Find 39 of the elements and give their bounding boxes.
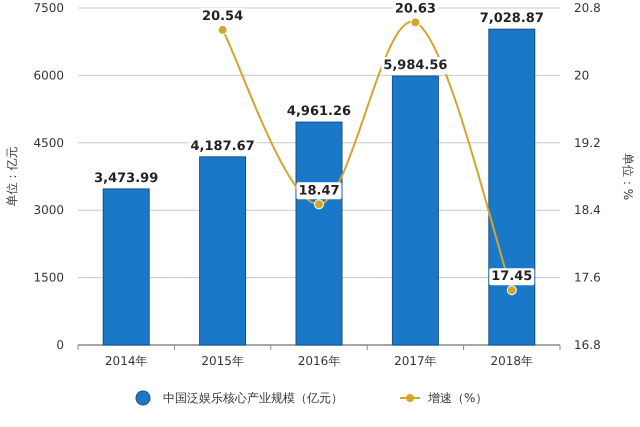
data-label: 18.47 <box>298 183 340 198</box>
y-axis-title: 单位：亿元 <box>5 146 19 206</box>
x-tick-label: 2014年 <box>104 354 148 368</box>
point <box>410 17 420 28</box>
y2-tick-label: 17.6 <box>574 270 601 285</box>
y2-axis-title: 单位：% <box>621 152 635 200</box>
legend-label: 中国泛娱乐核心产业规模（亿元） <box>163 391 343 405</box>
bar <box>392 76 439 346</box>
y2-tick-label: 16.8 <box>574 338 601 352</box>
point <box>218 24 228 35</box>
bar <box>102 188 150 346</box>
data-label: 4,187.67 <box>190 138 255 154</box>
x-tick-label: 2017年 <box>394 354 437 368</box>
x-tick-label: 2016年 <box>298 354 340 368</box>
y2-tick-label: 18.4 <box>574 203 601 218</box>
y2-tick-label: 20 <box>574 68 590 82</box>
data-label: 3,473.99 <box>94 170 158 186</box>
data-label: 20.54 <box>202 8 244 24</box>
y2-tick-label: 19.2 <box>574 136 601 150</box>
y-tick-label: 4500 <box>33 136 64 150</box>
data-label: 17.45 <box>491 269 532 284</box>
data-label: 5,984.56 <box>383 58 448 74</box>
data-label: 4,961.26 <box>286 104 352 120</box>
data-label: 7,028.87 <box>480 11 544 26</box>
x-tick-label: 2018年 <box>490 354 534 368</box>
legend-label: 增速（%） <box>427 391 488 405</box>
bar <box>296 122 342 346</box>
y2-tick-label: 20.8 <box>574 1 601 15</box>
y-tick-label: 3000 <box>33 203 64 218</box>
data-label: 20.63 <box>394 1 436 16</box>
y-tick-label: 6000 <box>33 68 64 82</box>
y-tick-label: 0 <box>56 338 64 352</box>
x-tick-label: 2015年 <box>201 354 244 368</box>
y-tick-label: 1500 <box>33 270 64 285</box>
y-tick-label: 7500 <box>33 1 64 15</box>
point <box>314 199 324 210</box>
point <box>506 285 517 296</box>
bar <box>199 156 246 346</box>
bar <box>488 28 536 346</box>
